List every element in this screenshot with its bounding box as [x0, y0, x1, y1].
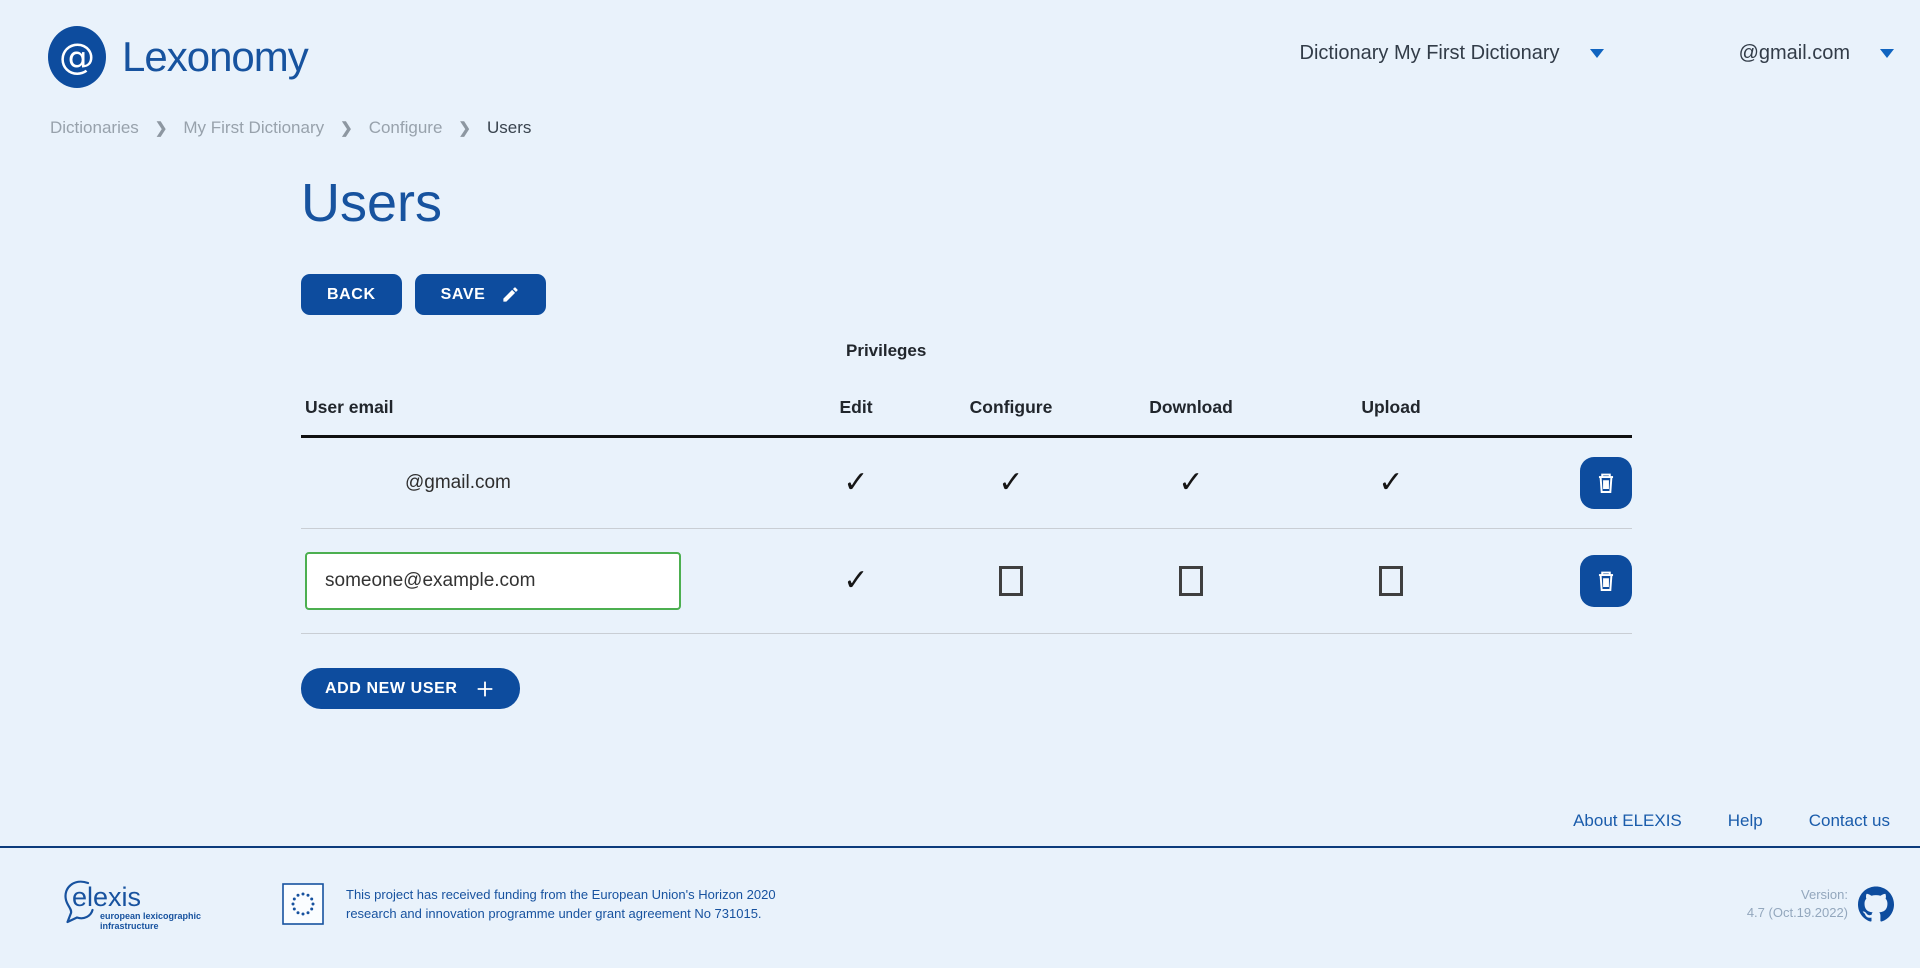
footer-right: Version: 4.7 (Oct.19.2022): [1747, 886, 1894, 922]
contact-us-link[interactable]: Contact us: [1808, 811, 1890, 830]
table-header-row: User email Edit Configure Download Uploa…: [301, 397, 1632, 438]
footer-left: elexis european lexicographic infrastruc…: [58, 876, 776, 932]
dictionary-select[interactable]: Dictionary My First Dictionary: [1300, 42, 1604, 65]
about-elexis-link[interactable]: About ELEXIS: [1573, 811, 1682, 830]
breadcrumb: Dictionaries ❯ My First Dictionary ❯ Con…: [50, 118, 1920, 138]
page-footer: About ELEXIS Help Contact us elexis euro…: [0, 811, 1920, 968]
table-row: @gmail.com ✓ ✓ ✓ ✓: [301, 438, 1632, 529]
version-label: Version:: [1801, 887, 1848, 902]
svg-text:european lexicographic: european lexicographic: [100, 911, 201, 921]
chevron-right-icon: ❯: [458, 120, 471, 137]
caret-down-icon: [1589, 49, 1604, 58]
footer-main: elexis european lexicographic infrastruc…: [0, 848, 1920, 968]
trash-icon: [1598, 571, 1614, 591]
trash-icon: [1598, 473, 1614, 493]
svg-text:@: @: [59, 37, 95, 78]
breadcrumb-dictionaries[interactable]: Dictionaries: [50, 118, 139, 137]
edit-privilege-check-icon[interactable]: ✓: [843, 564, 869, 597]
funding-line-2: research and innovation programme under …: [346, 906, 762, 921]
chevron-right-icon: ❯: [340, 120, 353, 137]
elexis-logo[interactable]: elexis european lexicographic infrastruc…: [58, 876, 226, 932]
column-header-user-email: User email: [305, 397, 394, 417]
dictionary-select-label: Dictionary My First Dictionary: [1299, 42, 1560, 64]
new-user-email-input[interactable]: [305, 552, 681, 610]
eu-flag-icon: [282, 883, 324, 925]
back-button-label: BACK: [327, 285, 376, 303]
funding-line-1: This project has received funding from t…: [346, 887, 776, 902]
toolbar: BACK SAVE: [301, 274, 1632, 315]
lexonomy-logo[interactable]: @ Lexonomy: [48, 26, 309, 88]
save-button[interactable]: SAVE: [414, 274, 547, 315]
download-privilege-checkbox[interactable]: [1179, 566, 1203, 596]
app-header: @ Lexonomy Dictionary My First Dictionar…: [0, 0, 1920, 88]
save-button-label: SAVE: [440, 285, 486, 303]
user-email-text: @gmail.com: [405, 472, 511, 493]
plus-icon: [474, 678, 496, 700]
column-header-edit: Edit: [839, 397, 873, 417]
help-link[interactable]: Help: [1727, 811, 1763, 830]
user-menu[interactable]: @gmail.com: [1739, 42, 1894, 65]
breadcrumb-my-first-dictionary[interactable]: My First Dictionary: [183, 118, 325, 137]
caret-down-icon: [1880, 49, 1894, 58]
svg-text:infrastructure: infrastructure: [100, 921, 159, 931]
github-icon[interactable]: [1858, 886, 1894, 922]
table-row: ✓: [301, 529, 1632, 634]
lexonomy-head-icon: @: [48, 26, 106, 88]
configure-privilege-check-icon: ✓: [998, 466, 1024, 499]
delete-user-button[interactable]: [1580, 457, 1632, 509]
configure-privilege-checkbox[interactable]: [999, 566, 1023, 596]
edit-privilege-check-icon: ✓: [843, 466, 869, 499]
version-info: Version: 4.7 (Oct.19.2022): [1747, 886, 1848, 922]
funding-statement: This project has received funding from t…: [346, 885, 776, 923]
add-new-user-label: ADD NEW USER: [325, 679, 458, 697]
footer-divider: [0, 846, 1920, 848]
brand-wordmark: Lexonomy: [122, 33, 309, 80]
column-header-configure: Configure: [969, 397, 1053, 417]
user-menu-label: @gmail.com: [1738, 42, 1850, 64]
version-value: 4.7 (Oct.19.2022): [1746, 905, 1848, 920]
column-header-download: Download: [1149, 397, 1233, 417]
back-button[interactable]: BACK: [301, 274, 402, 315]
delete-user-button[interactable]: [1580, 555, 1632, 607]
upload-privilege-checkbox[interactable]: [1379, 566, 1403, 596]
privileges-group-label: Privileges: [846, 341, 927, 360]
page-title: Users: [301, 173, 443, 233]
main-content: Users BACK SAVE Privileges User email Ed…: [301, 172, 1632, 709]
add-new-user-button[interactable]: ADD NEW USER: [301, 668, 520, 709]
users-table: Privileges User email Edit Configure Dow…: [301, 341, 1632, 634]
column-header-upload: Upload: [1361, 397, 1421, 417]
pencil-icon: [501, 285, 520, 304]
breadcrumb-configure[interactable]: Configure: [368, 118, 443, 137]
footer-links: About ELEXIS Help Contact us: [0, 811, 1920, 846]
svg-text:elexis: elexis: [72, 882, 141, 912]
header-menus: Dictionary My First Dictionary @gmail.co…: [1300, 42, 1894, 88]
upload-privilege-check-icon: ✓: [1378, 466, 1404, 499]
chevron-right-icon: ❯: [154, 120, 168, 137]
download-privilege-check-icon: ✓: [1178, 466, 1204, 499]
breadcrumb-users: Users: [487, 118, 532, 137]
